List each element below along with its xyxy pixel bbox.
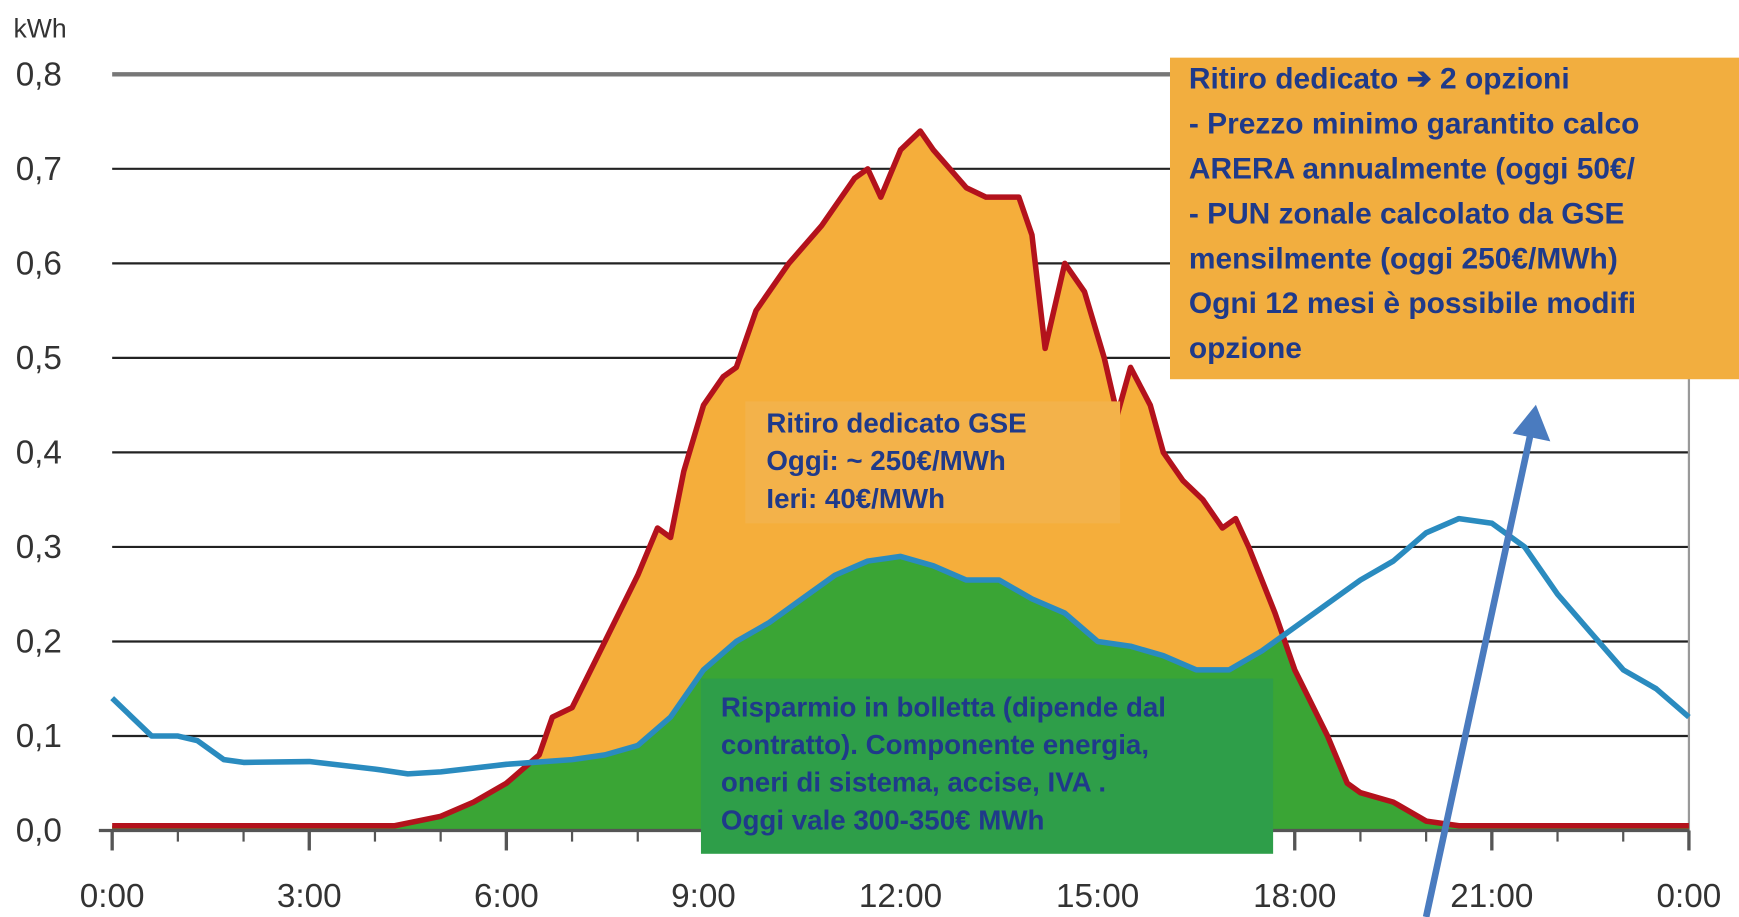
annotation-text: Ogni 12 mesi è possibile modifi: [1189, 287, 1636, 320]
y-tick-label: 0,6: [16, 245, 62, 282]
annotation-text: mensilmente (oggi 250€/MWh): [1189, 242, 1618, 275]
annotation-text: - PUN zonale calcolato da GSE: [1189, 197, 1625, 230]
x-tick-label: 12:00: [859, 878, 942, 915]
y-tick-label: 0,5: [16, 340, 62, 377]
annotation-text: ARERA annualmente (oggi 50€/: [1189, 153, 1636, 186]
arrow-head: [1512, 404, 1551, 442]
y-tick-label: 0,3: [16, 529, 62, 566]
x-tick-label: 21:00: [1450, 878, 1533, 915]
x-tick-label: 9:00: [671, 878, 736, 915]
annotation-text: Ieri: 40€/MWh: [766, 483, 945, 514]
y-tick-label: 0,7: [16, 151, 62, 188]
x-tick-label: 0:00: [80, 878, 145, 915]
y-tick-label: 0,4: [16, 434, 62, 471]
annotation-box: [700, 678, 1274, 854]
y-tick-label: 0,2: [16, 624, 62, 661]
annotation-text: Risparmio in bolletta (dipende dal: [721, 691, 1166, 722]
production-line: [112, 128, 1689, 829]
y-tick-label: 0,1: [16, 718, 62, 755]
axes: 0,0 0,1 0,2 0,3 0,4 0,5 0,6 0,7 0,8 0:00 3:00 6:00 9…: [16, 56, 1722, 915]
annotation-text: Ritiro dedicato GSE: [766, 407, 1026, 438]
annotation-text: Oggi: ~ 250€/MWh: [766, 445, 1006, 476]
x-tick-label: 18:00: [1253, 878, 1336, 915]
y-unit: kWh: [13, 14, 66, 44]
consumption-line: [110, 515, 1691, 777]
annotation-text: oneri di sistema, accise, IVA .: [721, 767, 1106, 798]
x-tick-label: 0:00: [1657, 878, 1722, 915]
lines: [110, 128, 1691, 829]
arrow-shaft: [1422, 433, 1534, 917]
annotation-text: contratto). Componente energia,: [721, 729, 1149, 760]
y-tick-label: 0,0: [16, 813, 62, 850]
annotation-box: [1169, 57, 1739, 380]
annotation-box: [745, 401, 1121, 524]
x-tick-label: 3:00: [277, 878, 342, 915]
annotation-text: opzione: [1189, 332, 1302, 365]
annotation-text: - Prezzo minimo garantito calco: [1189, 108, 1640, 141]
x-tick-label: 15:00: [1056, 878, 1139, 915]
x-tick-label: 6:00: [474, 878, 539, 915]
annotation-text: Oggi vale 300-350€ MWh: [721, 804, 1045, 835]
annotation-text: Ritiro dedicato ➔ 2 opzioni: [1189, 63, 1570, 96]
annotations: Ritiro dedicato ➔ 2 opzioni - Prezzo mini…: [700, 57, 1739, 917]
y-tick-label: 0,8: [16, 56, 62, 93]
